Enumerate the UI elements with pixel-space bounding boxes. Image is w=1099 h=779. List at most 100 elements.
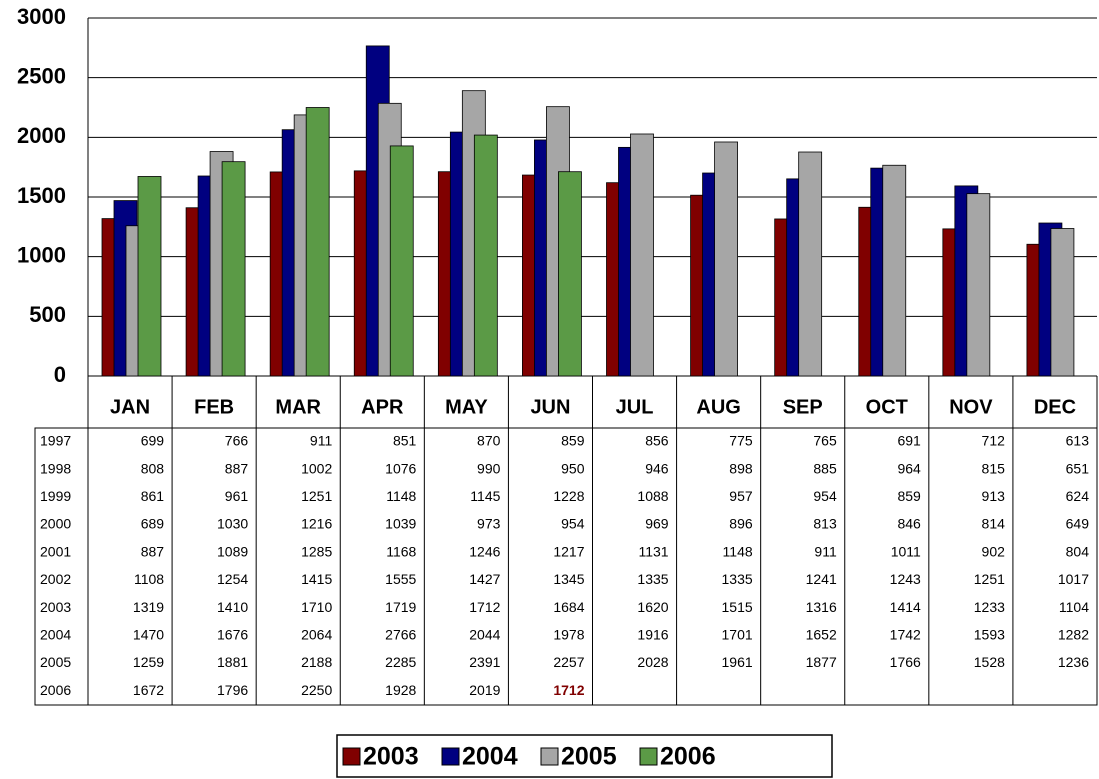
legend-label: 2004 bbox=[462, 743, 518, 771]
table-cell: 954 bbox=[561, 516, 585, 532]
table-cell: 1410 bbox=[217, 599, 248, 615]
table-cell: 1672 bbox=[133, 682, 164, 698]
table-cell: 1676 bbox=[217, 626, 248, 642]
legend-label: 2005 bbox=[561, 743, 617, 771]
row-label: 1997 bbox=[40, 433, 71, 449]
bar bbox=[798, 151, 823, 377]
x-tick-label: JUN bbox=[530, 396, 570, 418]
table-cell: 1039 bbox=[385, 516, 416, 532]
legend-label: 2006 bbox=[660, 743, 716, 771]
table-cell: 2250 bbox=[301, 682, 332, 698]
x-tick-label: MAY bbox=[445, 396, 488, 418]
table-cell: 765 bbox=[813, 433, 837, 449]
x-tick-label: SEP bbox=[783, 396, 823, 418]
table-cell: 1515 bbox=[722, 599, 753, 615]
legend-swatch bbox=[441, 747, 460, 766]
table-cell: 1259 bbox=[133, 654, 164, 670]
table-cell: 2064 bbox=[301, 626, 332, 642]
table-cell: 1620 bbox=[637, 599, 668, 615]
table-cell: 712 bbox=[982, 433, 1006, 449]
table-cell: 1710 bbox=[301, 599, 332, 615]
y-tick-label: 500 bbox=[29, 302, 66, 327]
table-cell: 1470 bbox=[133, 626, 164, 642]
table-cell: 691 bbox=[897, 433, 921, 449]
table-cell: 846 bbox=[897, 516, 921, 532]
row-label: 2005 bbox=[40, 654, 71, 670]
table-cell: 1145 bbox=[470, 488, 500, 504]
table-cell: 870 bbox=[477, 433, 501, 449]
table-cell: 1251 bbox=[301, 488, 332, 504]
table-cell: 1002 bbox=[301, 460, 332, 476]
bar bbox=[389, 145, 414, 377]
y-tick-label: 1500 bbox=[17, 183, 66, 208]
table-cell: 1246 bbox=[469, 543, 500, 559]
legend-swatch bbox=[540, 747, 559, 766]
table-cell: 1335 bbox=[722, 571, 753, 587]
bar bbox=[305, 107, 330, 377]
table-cell: 1742 bbox=[890, 626, 921, 642]
table-cell: 887 bbox=[225, 460, 249, 476]
table-cell: 990 bbox=[477, 460, 501, 476]
table-cell: 1881 bbox=[217, 654, 248, 670]
y-tick-label: 3000 bbox=[17, 4, 66, 29]
table-cell: 859 bbox=[561, 433, 585, 449]
table-cell: 2028 bbox=[637, 654, 668, 670]
table-cell: 1719 bbox=[385, 599, 416, 615]
legend-label: 2003 bbox=[363, 743, 419, 771]
bar bbox=[137, 176, 162, 377]
table-cell: 1978 bbox=[553, 626, 584, 642]
table-cell: 2766 bbox=[385, 626, 416, 642]
table-cell: 946 bbox=[645, 460, 669, 476]
table-cell: 957 bbox=[729, 488, 753, 504]
bar bbox=[558, 171, 582, 377]
table-cell: 2285 bbox=[385, 654, 416, 670]
x-tick-label: NOV bbox=[949, 396, 993, 418]
table-cell: 911 bbox=[814, 543, 837, 559]
x-tick-label: APR bbox=[361, 396, 404, 418]
row-label: 2003 bbox=[40, 599, 71, 615]
bar bbox=[473, 134, 498, 377]
table-cell: 1928 bbox=[385, 682, 416, 698]
table-cell: 969 bbox=[645, 516, 669, 532]
row-label: 2000 bbox=[40, 516, 71, 532]
table-cell: 1961 bbox=[722, 654, 753, 670]
table-cell: 961 bbox=[225, 488, 249, 504]
x-tick-label: DEC bbox=[1034, 396, 1076, 418]
y-tick-label: 1000 bbox=[17, 242, 66, 267]
bar bbox=[882, 164, 907, 377]
table-cell: 766 bbox=[225, 433, 249, 449]
row-label: 2001 bbox=[40, 543, 71, 559]
table-cell: 1030 bbox=[217, 516, 248, 532]
table-cell: 808 bbox=[141, 460, 165, 476]
table-cell: 1701 bbox=[722, 626, 753, 642]
table-cell: 1243 bbox=[890, 571, 921, 587]
table-cell: 1593 bbox=[974, 626, 1005, 642]
table-cell: 1233 bbox=[974, 599, 1005, 615]
x-tick-label: JAN bbox=[110, 396, 150, 418]
bar bbox=[1050, 228, 1075, 377]
legend-swatch bbox=[639, 747, 658, 766]
table-cell: 851 bbox=[393, 433, 417, 449]
legend-box bbox=[336, 734, 833, 778]
table-cell: 1104 bbox=[1059, 599, 1089, 615]
table-cell: 1089 bbox=[217, 543, 248, 559]
table-cell: 2257 bbox=[553, 654, 584, 670]
table-cell: 699 bbox=[141, 433, 165, 449]
table-cell: 1282 bbox=[1058, 626, 1089, 642]
bar bbox=[714, 141, 738, 377]
table-cell: 1712 bbox=[553, 682, 584, 698]
table-cell: 649 bbox=[1066, 516, 1090, 532]
table-cell: 954 bbox=[813, 488, 837, 504]
bar bbox=[966, 193, 991, 377]
table-cell: 775 bbox=[729, 433, 753, 449]
table-cell: 814 bbox=[982, 516, 1006, 532]
table-cell: 624 bbox=[1066, 488, 1090, 504]
table-cell: 1414 bbox=[890, 599, 921, 615]
table-cell: 911 bbox=[310, 433, 333, 449]
table-cell: 856 bbox=[645, 433, 669, 449]
table-cell: 1236 bbox=[1058, 654, 1089, 670]
table-cell: 613 bbox=[1066, 433, 1090, 449]
table-cell: 1228 bbox=[553, 488, 584, 504]
table-cell: 815 bbox=[982, 460, 1006, 476]
